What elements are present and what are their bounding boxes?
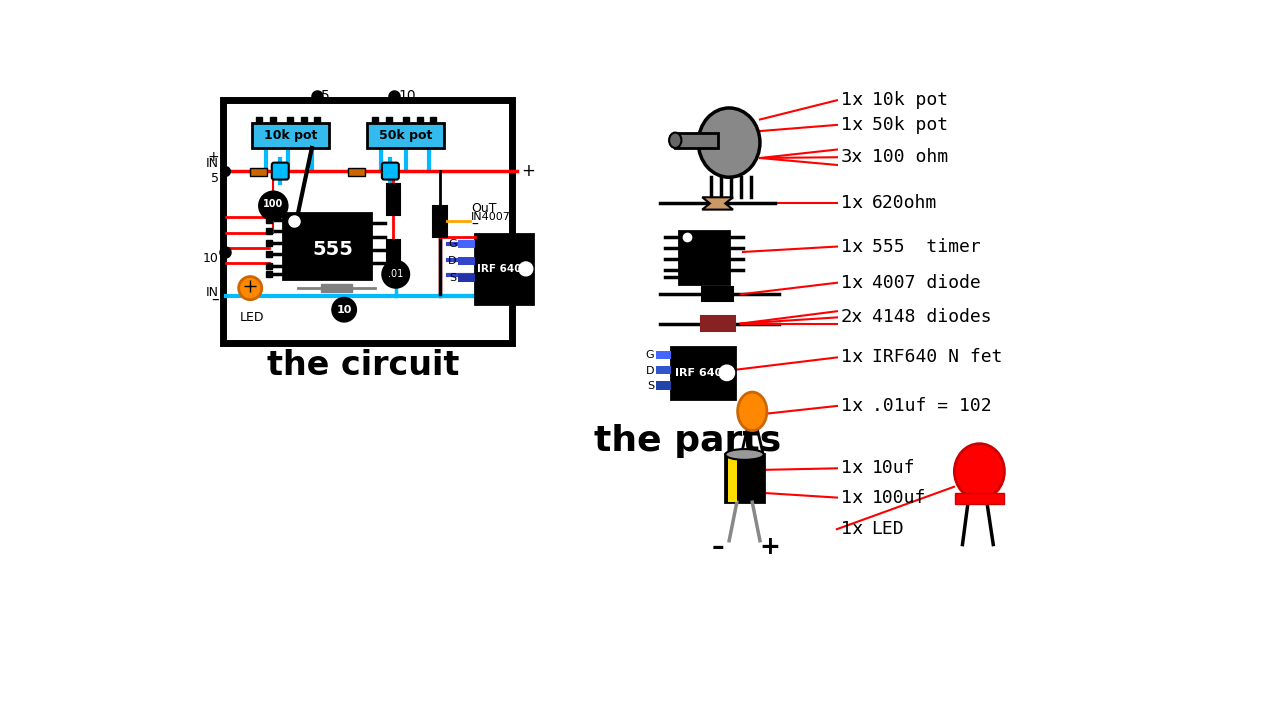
Text: 620ohm: 620ohm — [872, 194, 937, 212]
Text: 5: 5 — [321, 89, 330, 104]
Text: IN4007: IN4007 — [471, 212, 511, 222]
Text: –: – — [211, 292, 219, 307]
Text: .01uf = 102: .01uf = 102 — [872, 397, 991, 415]
Text: 1x: 1x — [841, 116, 863, 134]
Bar — [223, 100, 512, 343]
Circle shape — [260, 192, 287, 220]
Circle shape — [719, 365, 735, 381]
Text: LED: LED — [872, 520, 904, 538]
Bar — [387, 240, 401, 264]
Text: 1x: 1x — [841, 274, 863, 292]
Bar — [700, 316, 735, 331]
Polygon shape — [703, 197, 733, 210]
Text: 1x: 1x — [841, 397, 863, 415]
Text: 10: 10 — [398, 89, 416, 104]
Text: D: D — [448, 256, 457, 266]
Text: 10: 10 — [337, 305, 352, 315]
Bar — [657, 351, 672, 359]
Bar — [475, 234, 532, 304]
Text: 555: 555 — [312, 240, 353, 259]
Bar — [672, 346, 735, 399]
Circle shape — [383, 261, 408, 287]
Text: LED: LED — [241, 311, 265, 324]
Text: 10: 10 — [202, 251, 219, 265]
Ellipse shape — [726, 449, 764, 460]
Text: IN: IN — [206, 287, 219, 300]
Circle shape — [238, 276, 262, 300]
Ellipse shape — [955, 444, 1005, 499]
Text: +: + — [521, 162, 535, 180]
Bar — [387, 166, 394, 176]
Text: –: – — [712, 535, 724, 559]
Bar — [680, 231, 730, 284]
Bar — [657, 382, 672, 390]
Text: the parts: the parts — [594, 423, 782, 458]
Text: 555  timer: 555 timer — [872, 238, 980, 256]
Bar — [321, 284, 352, 292]
Text: –: – — [471, 218, 477, 232]
Text: 4007 diode: 4007 diode — [872, 274, 980, 292]
Bar — [955, 493, 1004, 504]
Bar — [387, 184, 401, 215]
Text: 1x: 1x — [841, 91, 863, 109]
Circle shape — [518, 262, 532, 276]
Text: D: D — [646, 366, 654, 376]
Text: IRF 640: IRF 640 — [676, 368, 723, 378]
Text: 4148 diodes: 4148 diodes — [872, 308, 991, 326]
Bar — [252, 123, 329, 148]
Bar — [657, 366, 672, 374]
Ellipse shape — [737, 392, 767, 431]
Bar — [676, 132, 718, 148]
Text: 2x: 2x — [841, 308, 863, 326]
FancyBboxPatch shape — [381, 163, 399, 179]
Text: 1x: 1x — [841, 348, 863, 366]
Text: IRF640 N fet: IRF640 N fet — [872, 348, 1002, 366]
Text: 10k pot: 10k pot — [872, 91, 947, 109]
Bar — [726, 454, 764, 502]
Text: 1x: 1x — [841, 520, 863, 538]
Bar — [458, 274, 475, 282]
Text: 1x: 1x — [841, 459, 863, 477]
Bar — [283, 213, 371, 279]
Text: 10k pot: 10k pot — [264, 129, 317, 142]
Text: 1x: 1x — [841, 489, 863, 507]
Text: the circuit: the circuit — [268, 349, 460, 382]
Bar — [703, 287, 733, 301]
Text: IN: IN — [206, 157, 219, 170]
Text: 3x: 3x — [841, 148, 863, 166]
Text: 50k pot: 50k pot — [379, 129, 433, 142]
Bar — [276, 166, 284, 176]
Text: G: G — [646, 350, 654, 360]
Bar — [727, 454, 737, 502]
Text: 1x: 1x — [841, 194, 863, 212]
Text: 100uf: 100uf — [872, 489, 925, 507]
Bar — [367, 123, 444, 148]
Text: G: G — [448, 239, 457, 249]
Text: OuT: OuT — [471, 202, 497, 215]
Bar — [458, 240, 475, 248]
Text: 50k pot: 50k pot — [872, 116, 947, 134]
Bar — [458, 256, 475, 265]
Bar — [250, 168, 268, 176]
Text: S: S — [449, 273, 457, 283]
Text: +: + — [207, 150, 219, 164]
Ellipse shape — [699, 108, 760, 177]
Text: .01: .01 — [388, 269, 403, 279]
Text: IRF 640: IRF 640 — [477, 264, 522, 274]
Circle shape — [333, 298, 356, 321]
Text: 1x: 1x — [841, 238, 863, 256]
Text: 10uf: 10uf — [872, 459, 915, 477]
Text: 100: 100 — [264, 199, 283, 210]
Ellipse shape — [669, 132, 681, 148]
FancyBboxPatch shape — [271, 163, 289, 179]
Bar — [348, 168, 365, 176]
Bar — [433, 206, 447, 237]
Text: 100 ohm: 100 ohm — [872, 148, 947, 166]
Text: +: + — [759, 535, 781, 559]
Text: S: S — [648, 381, 654, 391]
Text: 5: 5 — [211, 172, 219, 185]
